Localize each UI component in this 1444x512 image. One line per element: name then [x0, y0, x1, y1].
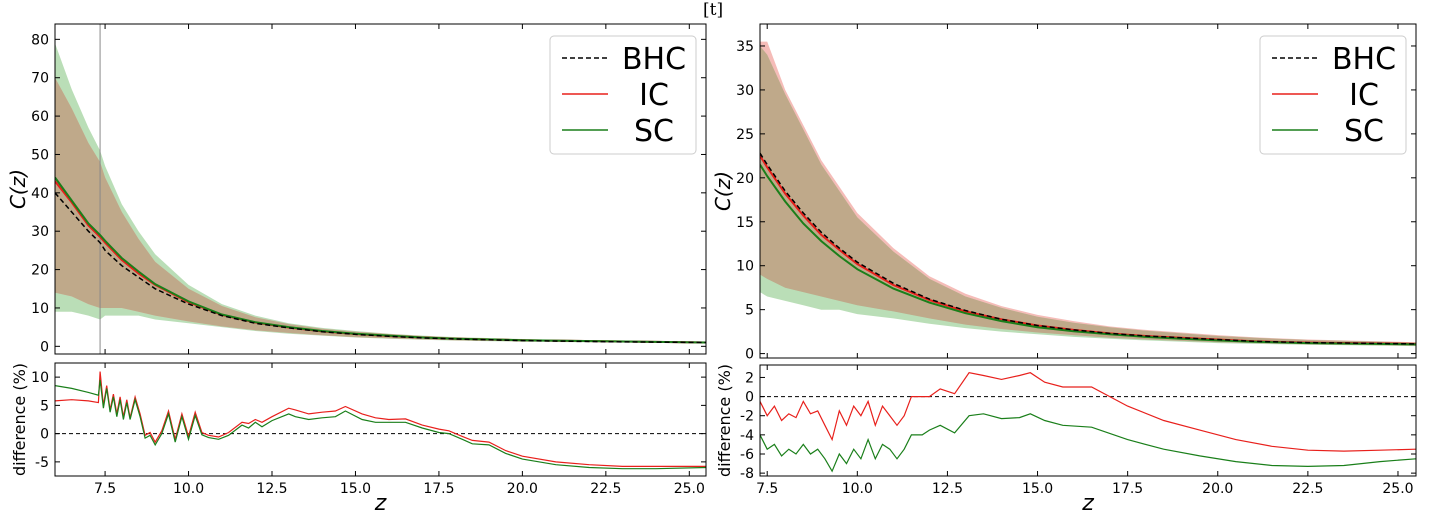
y-tick-label: 50 [31, 147, 49, 163]
series-line-sc [760, 164, 1416, 346]
y-tick-label: 2 [745, 370, 754, 386]
series-line-sc [55, 379, 706, 470]
y-tick-label: -4 [740, 428, 754, 444]
x-tick-label: 25.0 [1382, 481, 1413, 497]
legend-label-bhc: BHC [1332, 42, 1396, 77]
y-tick-label: 5 [745, 303, 754, 319]
y-tick-label: 5 [40, 398, 49, 414]
plot-area [55, 24, 706, 354]
x-tick-label: 17.5 [1112, 481, 1143, 497]
x-tick-label: 12.5 [256, 481, 287, 497]
axes-frame [759, 23, 1417, 359]
y-tick-label: 35 [736, 39, 754, 55]
legend-label-sc: SC [1344, 114, 1384, 149]
corner-label: [t] [703, 0, 724, 20]
x-axis-label: z [374, 491, 387, 512]
legend-label-ic: IC [1349, 78, 1379, 113]
x-tick-label: 10.0 [842, 481, 873, 497]
legend-label-sc: SC [634, 114, 674, 149]
series-line-sc [760, 413, 1416, 473]
x-tick-label: 17.5 [423, 481, 454, 497]
y-tick-label: -8 [740, 466, 754, 482]
y-tick-label: 40 [31, 186, 49, 202]
axes-frame [759, 364, 1417, 477]
legend-label-bhc: BHC [622, 42, 686, 77]
y-tick-label: 10 [31, 370, 49, 386]
y-tick-label: -2 [740, 409, 754, 425]
series-line-ic [55, 371, 706, 467]
y-tick-label: 60 [31, 109, 49, 125]
panel-right-bottom: -8 -6 -4 -2 0 2 7.5 10.0 12.5 15.0 17.5 20.0 22.5 25.… [715, 364, 1417, 512]
series-line-ic [760, 372, 1416, 452]
y-tick-label: -5 [35, 455, 49, 471]
y-axis-label: C(z) [6, 169, 30, 209]
y-tick-label: 0 [745, 347, 754, 363]
y-axis-label: difference (%) [715, 364, 734, 477]
x-tick-label: 22.5 [1292, 481, 1323, 497]
x-tick-label: 7.5 [756, 481, 778, 497]
legend-box [1259, 35, 1407, 155]
x-tick-label: 10.0 [173, 481, 204, 497]
x-axis-label: z [1081, 491, 1094, 512]
y-tick-label: 30 [736, 83, 754, 99]
y-tick-label: 10 [736, 259, 754, 275]
legend-label-ic: IC [639, 78, 669, 113]
plot-area [760, 372, 1416, 473]
x-tick-label: 15.0 [1022, 481, 1053, 497]
y-axis-label: difference (%) [10, 363, 29, 476]
plot-area [760, 41, 1416, 347]
series-line-bhc [760, 152, 1416, 345]
axes-frame [54, 362, 707, 477]
legend-box [549, 35, 697, 155]
y-axis-label: C(z) [711, 171, 735, 211]
x-tick-label: 20.0 [1202, 481, 1233, 497]
plot-area [55, 371, 706, 470]
y-tick-label: 80 [31, 32, 49, 48]
x-tick-label: 25.0 [674, 481, 705, 497]
y-tick-label: 30 [31, 224, 49, 240]
x-tick-label: 12.5 [932, 481, 963, 497]
y-tick-label: 0 [40, 427, 49, 443]
panel-left-bottom: -5 0 5 10 7.5 10.0 12.5 15.0 17.5 20.0 22.5 25.0 dif… [10, 362, 707, 512]
axes-frame [54, 23, 707, 355]
y-tick-label: 15 [736, 215, 754, 231]
y-tick-label: 0 [745, 390, 754, 406]
y-tick-label: 20 [31, 263, 49, 279]
y-tick-label: -6 [740, 447, 754, 463]
x-tick-label: 22.5 [590, 481, 621, 497]
x-tick-label: 15.0 [340, 481, 371, 497]
y-tick-label: 25 [736, 127, 754, 143]
y-tick-label: 0 [40, 339, 49, 355]
x-tick-label: 7.5 [94, 481, 116, 497]
series-line-bhc [55, 192, 706, 344]
y-tick-label: 20 [736, 171, 754, 187]
y-tick-label: 10 [31, 301, 49, 317]
y-tick-label: 70 [31, 71, 49, 87]
band-sc [55, 43, 706, 344]
x-tick-label: 20.0 [507, 481, 538, 497]
